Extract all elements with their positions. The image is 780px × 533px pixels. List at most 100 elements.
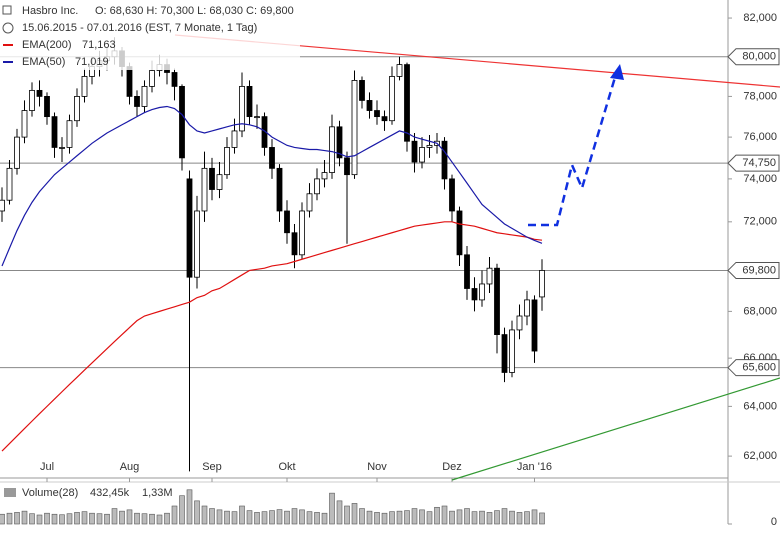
level-label: 74,750 bbox=[742, 157, 776, 169]
ema-line bbox=[1, 105, 543, 267]
x-tick-label: Jul bbox=[40, 461, 54, 473]
level-label: 69,800 bbox=[742, 264, 776, 276]
candle-body bbox=[531, 299, 538, 352]
candle-body bbox=[239, 85, 245, 132]
candle-body bbox=[464, 254, 470, 289]
candle-body bbox=[314, 178, 320, 195]
candle-body bbox=[51, 116, 58, 148]
level-label: 80,000 bbox=[742, 51, 776, 63]
clock-icon bbox=[2, 22, 14, 34]
volume-bar bbox=[231, 511, 238, 525]
volume-bar bbox=[81, 511, 88, 525]
ema-line bbox=[1, 221, 543, 452]
volume-bar bbox=[171, 505, 178, 525]
volume-bar bbox=[284, 510, 290, 525]
volume-bar bbox=[66, 513, 73, 525]
volume-bar bbox=[336, 500, 343, 525]
y-tick-label: 64,000 bbox=[743, 400, 777, 412]
candle-body bbox=[411, 140, 418, 163]
candle-body bbox=[224, 147, 230, 176]
candle-body bbox=[59, 147, 65, 149]
candle-body bbox=[374, 110, 380, 118]
volume-bar bbox=[156, 514, 163, 525]
volume-bar bbox=[6, 512, 13, 525]
candle-body bbox=[516, 315, 523, 331]
volume-bar bbox=[344, 505, 350, 525]
volume-bar bbox=[216, 509, 223, 525]
volume-bar bbox=[351, 503, 358, 525]
candle-body bbox=[179, 85, 185, 159]
volume-bar bbox=[179, 495, 185, 525]
volume-bar bbox=[201, 505, 208, 525]
forecast-path bbox=[528, 73, 618, 227]
volume-bar bbox=[186, 489, 193, 525]
level-label: 65,600 bbox=[742, 362, 776, 374]
legend-value: 71,163 bbox=[82, 39, 116, 51]
volume-max: 1,33M bbox=[142, 487, 173, 499]
volume-bar bbox=[276, 509, 283, 525]
volume-bar bbox=[254, 512, 260, 525]
candle-body bbox=[509, 329, 515, 373]
candle-body bbox=[81, 76, 88, 97]
volume-bar bbox=[119, 510, 125, 525]
y-tick-label: 74,000 bbox=[743, 173, 777, 185]
volume-bar bbox=[501, 508, 508, 525]
volume-bar bbox=[449, 510, 455, 525]
x-tick-label: Nov bbox=[367, 461, 387, 473]
candle-body bbox=[36, 89, 43, 97]
volume-bar bbox=[269, 510, 275, 525]
candle-body bbox=[14, 136, 20, 169]
candle-body bbox=[21, 110, 28, 138]
candle-body bbox=[389, 76, 395, 122]
candle-body bbox=[321, 172, 328, 180]
candle-body bbox=[201, 167, 208, 212]
candle-body bbox=[539, 270, 545, 298]
y-tick-label: 78,000 bbox=[743, 90, 777, 102]
volume-bar bbox=[96, 513, 103, 525]
x-tick-label: Okt bbox=[278, 461, 295, 473]
candle-body bbox=[231, 130, 238, 148]
forecast-arrowhead bbox=[610, 64, 624, 80]
volume-bar bbox=[51, 513, 58, 525]
support-trendline bbox=[451, 377, 780, 481]
candle-body bbox=[44, 96, 50, 118]
level-label-box bbox=[727, 48, 780, 66]
candle-body bbox=[456, 210, 463, 256]
candle-body bbox=[419, 147, 425, 163]
header-icon bbox=[2, 5, 12, 15]
volume-bar bbox=[291, 508, 298, 525]
volume-bar bbox=[426, 511, 433, 525]
x-tick-label: Dez bbox=[442, 461, 462, 473]
candle-body bbox=[471, 288, 478, 301]
candle-body bbox=[329, 126, 335, 173]
legend-label: EMA(50) bbox=[22, 56, 65, 68]
candle-body bbox=[284, 210, 290, 234]
y-tick-label: 68,000 bbox=[743, 305, 777, 317]
candle-body bbox=[306, 193, 313, 212]
volume-bar bbox=[239, 505, 245, 525]
volume-bar bbox=[329, 492, 335, 525]
volume-bar bbox=[21, 510, 28, 525]
legend-value: 71,019 bbox=[75, 56, 109, 68]
volume-bar bbox=[464, 508, 470, 525]
volume-bar bbox=[381, 512, 388, 525]
candle-body bbox=[141, 85, 148, 107]
candle-body bbox=[126, 66, 133, 97]
y-tick-label: 62,000 bbox=[743, 450, 777, 462]
volume-bar bbox=[389, 511, 395, 525]
volume-bar bbox=[524, 511, 530, 525]
candle-body bbox=[404, 64, 410, 142]
candle-body bbox=[501, 334, 508, 373]
volume-bar bbox=[194, 500, 200, 525]
candle-body bbox=[74, 96, 80, 122]
candle-body bbox=[134, 96, 140, 107]
volume-bar bbox=[509, 510, 515, 525]
volume-bar bbox=[299, 509, 305, 525]
candle-body bbox=[351, 80, 358, 176]
candle-body bbox=[396, 64, 403, 77]
candle-body bbox=[524, 299, 530, 317]
candle-body bbox=[209, 167, 215, 190]
volume-bar bbox=[516, 512, 523, 525]
candle-body bbox=[186, 178, 193, 278]
